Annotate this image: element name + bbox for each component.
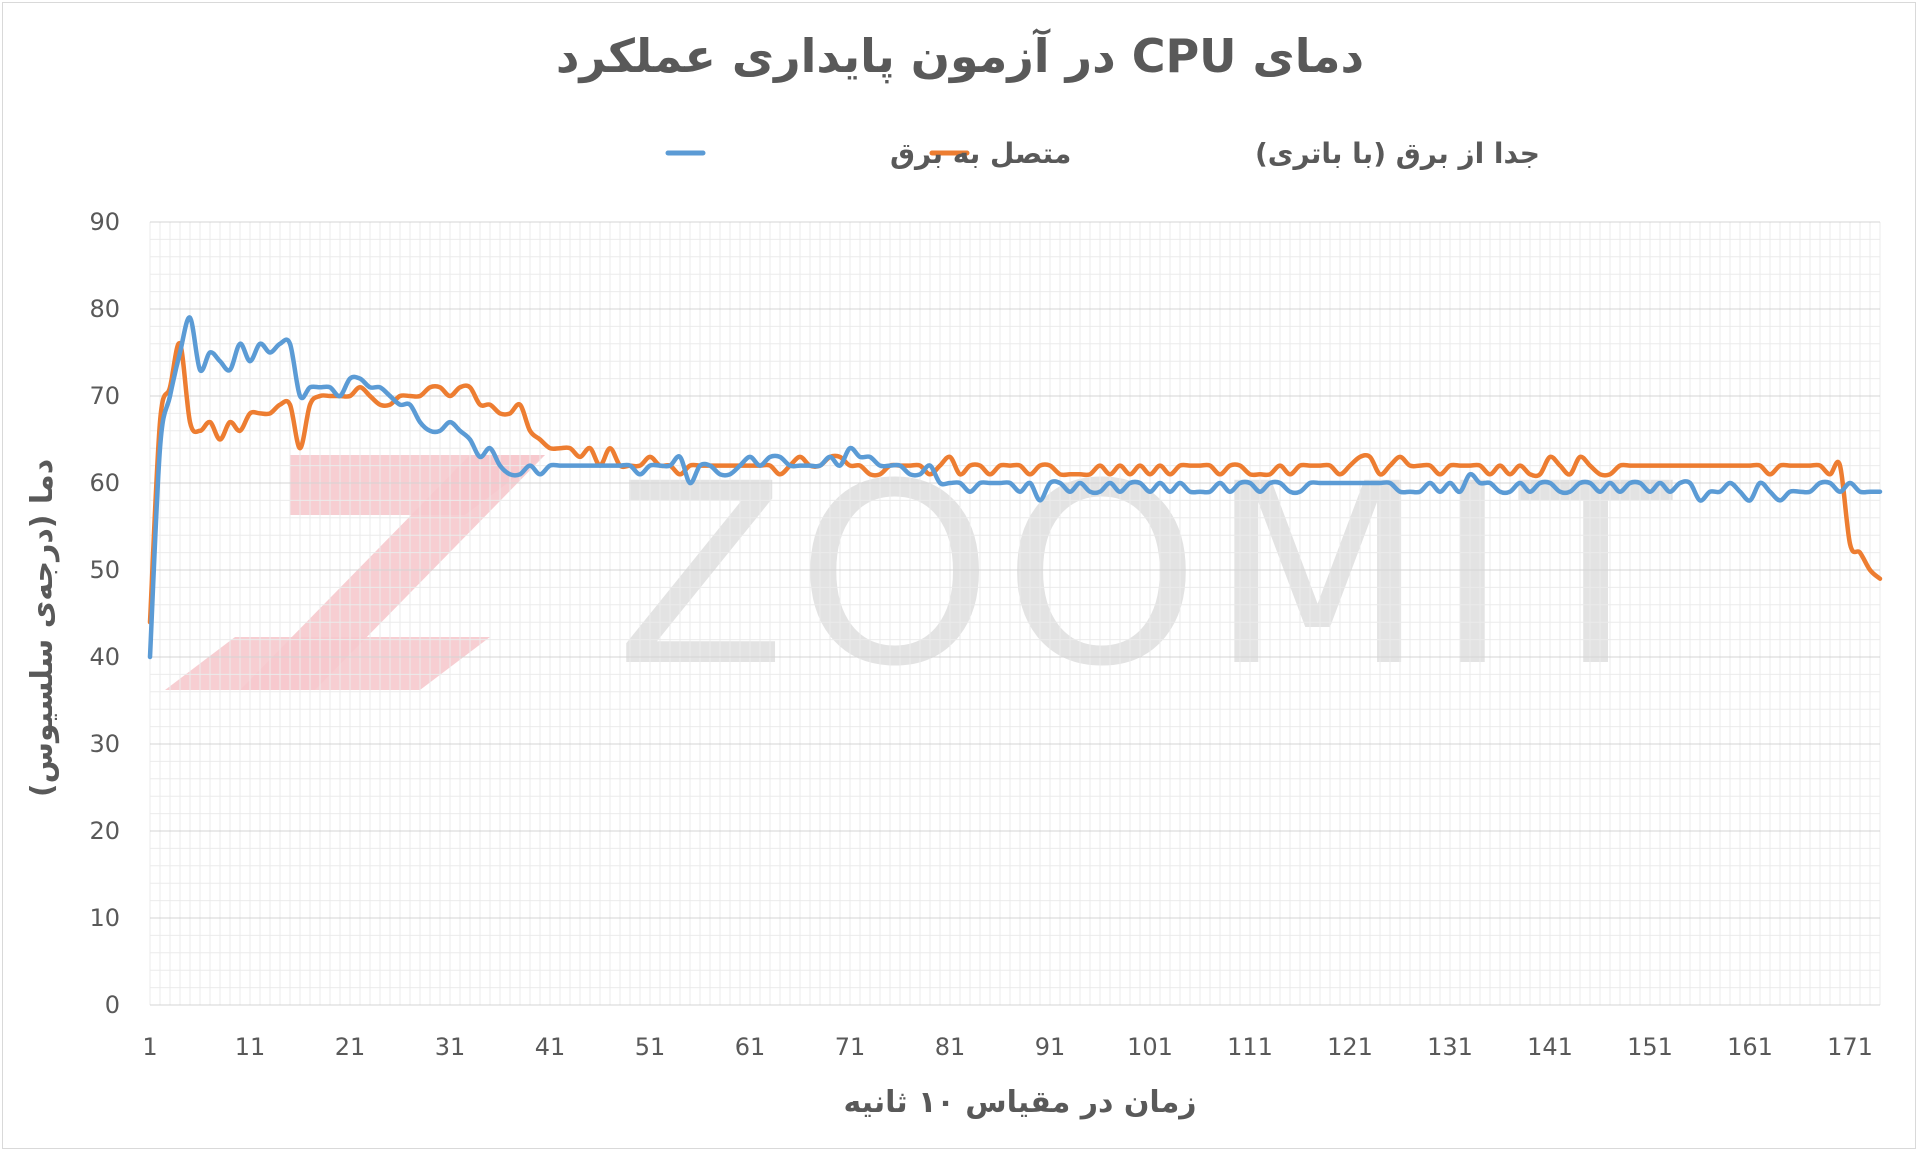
minor-gridlines	[149, 221, 1881, 1006]
x-tick-label: 161	[1727, 1033, 1773, 1061]
x-tick-label: 171	[1827, 1033, 1873, 1061]
x-tick-label: 111	[1227, 1033, 1273, 1061]
x-tick-label: 61	[735, 1033, 766, 1061]
x-tick-label: 51	[635, 1033, 666, 1061]
legend-label-plugged: متصل به برق	[890, 137, 1071, 170]
x-axis-tick-labels: 1 11 21 31 41 51 61 71 81 91 101 111 121 131 141 151 161…	[142, 1033, 1873, 1061]
x-tick-label: 131	[1427, 1033, 1473, 1061]
watermark-text: ZOOMIT	[615, 430, 1682, 721]
x-tick-label: 1	[142, 1033, 157, 1061]
y-tick-label: 60	[89, 469, 120, 497]
series-lines	[147, 315, 1883, 660]
x-tick-label: 21	[335, 1033, 366, 1061]
x-tick-label: 31	[435, 1033, 466, 1061]
y-tick-label: 10	[89, 904, 120, 932]
major-gridlines	[150, 221, 1880, 1006]
y-axis-title: دما (درجه‌ی سلسیوس)	[25, 459, 60, 797]
watermark-logo-mark	[165, 637, 490, 690]
series-line-battery	[147, 341, 1883, 625]
x-tick-label: 101	[1127, 1033, 1173, 1061]
x-tick-label: 151	[1627, 1033, 1673, 1061]
chart-title: دمای CPU در آزمون پایداری عملکرد	[556, 28, 1364, 84]
y-tick-label: 30	[89, 730, 120, 758]
y-tick-label: 0	[105, 991, 120, 1019]
series-line-plugged	[147, 315, 1883, 660]
y-tick-label: 90	[89, 208, 120, 236]
y-tick-label: 20	[89, 817, 120, 845]
x-tick-label: 11	[235, 1033, 266, 1061]
y-axis-tick-labels: 0 10 20 30 40 50 60 70 80 90	[89, 208, 120, 1019]
x-tick-label: 91	[1035, 1033, 1066, 1061]
legend-label-battery: جدا از برق (با باتری)	[1255, 137, 1540, 170]
y-tick-label: 80	[89, 295, 120, 323]
y-tick-label: 40	[89, 643, 120, 671]
watermark-logo-mark	[240, 455, 545, 690]
y-tick-label: 50	[89, 556, 120, 584]
y-tick-label: 70	[89, 382, 120, 410]
x-axis-title: زمان در مقیاس ۱۰ ثانیه	[843, 1085, 1196, 1120]
x-tick-label: 41	[535, 1033, 566, 1061]
legend: جدا از برق (با باتری) متصل به برق	[665, 137, 1540, 170]
x-tick-label: 81	[935, 1033, 966, 1061]
watermark: ZOOMIT	[165, 430, 1682, 721]
x-tick-label: 71	[835, 1033, 866, 1061]
x-tick-label: 141	[1527, 1033, 1573, 1061]
x-tick-label: 121	[1327, 1033, 1373, 1061]
